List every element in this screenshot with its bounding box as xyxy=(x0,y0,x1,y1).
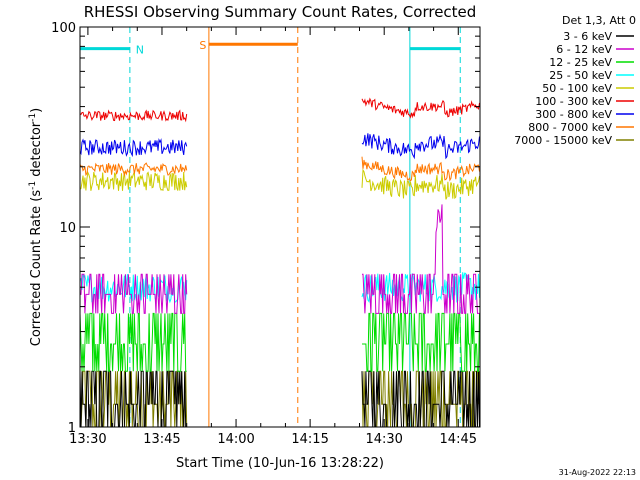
series-50-100-kev xyxy=(79,168,480,200)
y-axis-label-sup1: -1 xyxy=(28,181,38,190)
legend-entry-label: 800 - 7000 keV xyxy=(528,121,612,134)
series-trace xyxy=(79,170,188,191)
legend-entry-label: 300 - 800 keV xyxy=(535,108,612,121)
legend-entry-label: 6 - 12 keV xyxy=(556,43,612,56)
x-tick-label: 13:30 xyxy=(69,432,106,447)
y-axis-label: Corrected Count Rate (s-1 detector-1) xyxy=(28,108,44,346)
legend-header: Det 1,3, Att 0 xyxy=(562,14,636,27)
footer-date: 31-Aug-2022 22:13 xyxy=(559,468,636,477)
series-trace xyxy=(79,162,188,177)
y-axis-label-main: Corrected Count Rate (s xyxy=(29,190,44,347)
y-tick-label: 10 xyxy=(59,221,76,236)
y-axis-label-end: ) xyxy=(29,108,44,113)
y-tick-label: 100 xyxy=(51,21,76,36)
series-6-12-kev xyxy=(80,204,480,314)
legend-entry-label: 50 - 100 keV xyxy=(542,82,612,95)
x-tick-label: 14:30 xyxy=(365,432,402,447)
series-trace xyxy=(79,109,188,123)
series-trace xyxy=(361,97,480,119)
marker-label: N xyxy=(136,44,144,57)
series-trace xyxy=(79,137,188,158)
series-100-300-kev xyxy=(79,97,480,123)
series-800-7000-kev xyxy=(79,156,480,182)
chart-title: RHESSI Observing Summary Count Rates, Co… xyxy=(84,3,477,21)
series-trace xyxy=(79,312,187,372)
y-axis-label-sup2: -1 xyxy=(28,113,38,122)
series-trace xyxy=(361,168,480,200)
series-trace xyxy=(361,133,480,160)
y-tick-label: 1 xyxy=(68,421,76,436)
x-axis-label: Start Time (10-Jun-16 13:28:22) xyxy=(176,456,384,471)
axes: 13:30 13:45 14:00 14:15 14:30 14:45 1 10 100 xyxy=(51,21,480,447)
series-trace xyxy=(362,204,480,314)
legend-entry-label: 3 - 6 keV xyxy=(563,30,612,43)
legend-entry-label: 7000 - 15000 keV xyxy=(514,134,612,147)
series-trace xyxy=(361,156,480,182)
series-12-25-kev xyxy=(79,312,480,372)
x-tick-label: 14:45 xyxy=(440,432,477,447)
x-tick-label: 14:15 xyxy=(291,432,328,447)
y-axis-label-mid: detector xyxy=(29,121,44,181)
legend-entry-label: 12 - 25 keV xyxy=(549,56,612,69)
x-tick-label: 14:00 xyxy=(217,432,254,447)
legend-entry-label: 25 - 50 keV xyxy=(549,69,612,82)
marker-label: S xyxy=(199,39,206,52)
series-trace xyxy=(80,273,188,314)
x-tick-label: 13:45 xyxy=(143,432,180,447)
series-trace xyxy=(362,312,480,372)
series-300-800-kev xyxy=(79,133,480,160)
legend-entry-label: 100 - 300 keV xyxy=(535,95,612,108)
